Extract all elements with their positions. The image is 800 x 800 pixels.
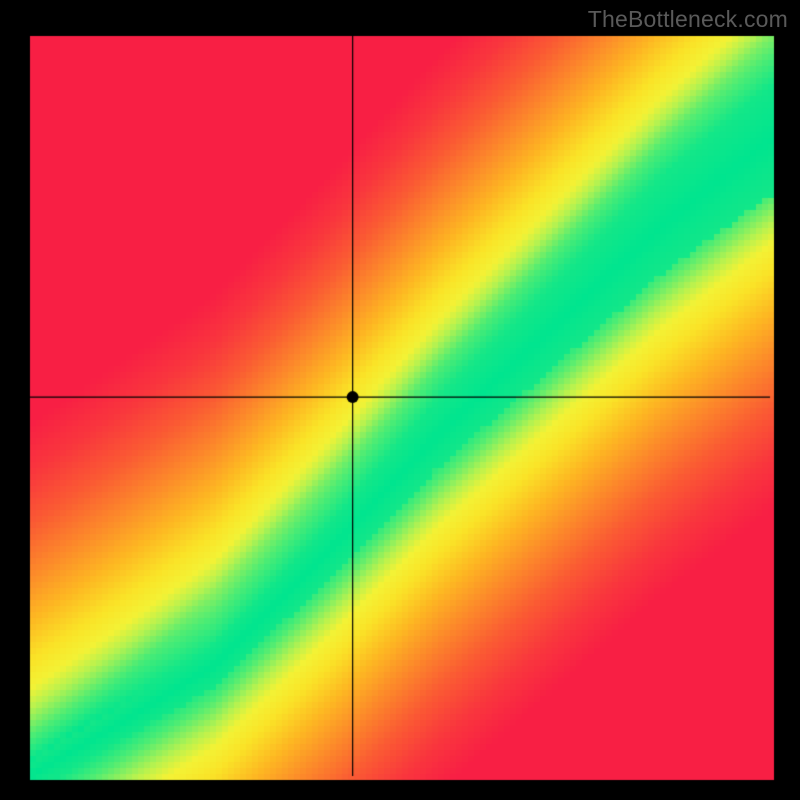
watermark-text: TheBottleneck.com	[588, 6, 788, 33]
heatmap-canvas	[0, 0, 800, 800]
chart-container: TheBottleneck.com	[0, 0, 800, 800]
